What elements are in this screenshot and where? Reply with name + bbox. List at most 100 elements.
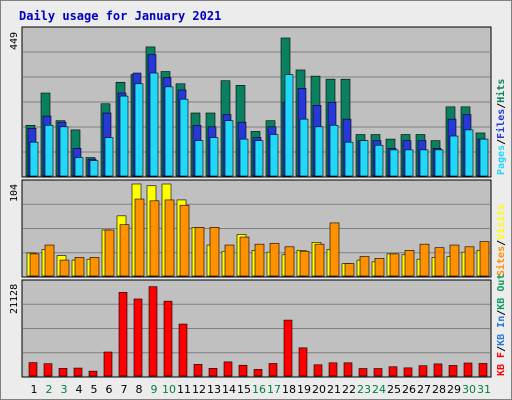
bar-sites-day-22 bbox=[344, 263, 355, 277]
bar-sites-day-14 bbox=[224, 244, 235, 277]
x-tick-label-day-8: 8 bbox=[136, 383, 143, 396]
legend-middle: Sites/Visits bbox=[495, 204, 507, 276]
bar-pages-day-18 bbox=[284, 74, 294, 177]
legend-files: Files bbox=[495, 109, 507, 139]
bar-pages-day-24 bbox=[374, 144, 384, 177]
bar-sites-day-20 bbox=[314, 243, 325, 277]
x-tick-label-day-25: 25 bbox=[387, 383, 401, 396]
bar-kb-f-day-8 bbox=[133, 298, 143, 377]
x-tick-label-day-2: 2 bbox=[46, 383, 53, 396]
x-tick-label-day-14: 14 bbox=[222, 383, 236, 396]
bar-sites-day-11 bbox=[179, 204, 190, 277]
bar-pages-day-31 bbox=[479, 138, 489, 177]
legend-kb-out: KB Out bbox=[496, 274, 507, 310]
bar-kb-f-day-25 bbox=[388, 366, 398, 377]
x-tick-label-day-5: 5 bbox=[91, 383, 98, 396]
bar-pages-day-23 bbox=[359, 140, 369, 177]
x-tick-label-day-22: 22 bbox=[342, 383, 356, 396]
bar-pages-day-7 bbox=[119, 95, 129, 177]
x-tick-label-day-19: 19 bbox=[297, 383, 311, 396]
bar-sites-day-12 bbox=[194, 227, 205, 277]
bar-sites-day-19 bbox=[299, 250, 310, 277]
bar-kb-f-day-5 bbox=[88, 370, 98, 377]
bar-pages-day-11 bbox=[179, 98, 189, 177]
bar-kb-f-day-20 bbox=[313, 364, 323, 377]
bar-pages-day-10 bbox=[164, 86, 174, 177]
bar-pages-day-1 bbox=[29, 141, 39, 177]
bar-kb-f-day-31 bbox=[478, 363, 488, 377]
legend-visits: Visits bbox=[495, 204, 507, 240]
x-tick-label-day-31: 31 bbox=[477, 383, 491, 396]
bar-kb-f-day-1 bbox=[28, 362, 38, 377]
bar-kb-f-day-6 bbox=[103, 351, 113, 377]
bar-sites-day-25 bbox=[389, 253, 400, 277]
panel-hits-files-pages: 449 Pages/Files/Hits bbox=[9, 26, 507, 178]
bar-sites-day-31 bbox=[479, 241, 490, 277]
gridlines-bottom bbox=[23, 303, 490, 354]
bar-kb-f-day-9 bbox=[148, 286, 158, 377]
bar-sites-day-1 bbox=[29, 253, 40, 277]
panel-kbytes: 21128 KB F/KB In/KB Out bbox=[9, 274, 507, 378]
bar-pages-day-3 bbox=[59, 126, 69, 177]
bar-pages-day-22 bbox=[344, 141, 354, 177]
bars-visits-sites bbox=[26, 183, 490, 277]
bar-sites-day-16 bbox=[254, 243, 265, 277]
legend-sep: / bbox=[496, 240, 507, 246]
bar-pages-day-5 bbox=[89, 160, 99, 177]
x-tick-label-day-1: 1 bbox=[31, 383, 38, 396]
x-tick-label-day-4: 4 bbox=[76, 383, 83, 396]
bar-sites-day-2 bbox=[44, 244, 55, 277]
bar-sites-day-8 bbox=[134, 198, 145, 277]
bar-sites-day-4 bbox=[74, 257, 85, 277]
x-tick-label-day-27: 27 bbox=[417, 383, 431, 396]
bar-kb-f-day-18 bbox=[283, 319, 293, 377]
x-tick-label-day-23: 23 bbox=[357, 383, 371, 396]
bar-kb-f-day-10 bbox=[163, 300, 173, 377]
bar-sites-day-29 bbox=[449, 244, 460, 277]
x-tick-label-day-20: 20 bbox=[312, 383, 326, 396]
legend-hits: Hits bbox=[495, 79, 507, 103]
bar-sites-day-23 bbox=[359, 256, 370, 277]
bar-pages-day-16 bbox=[254, 140, 264, 177]
bar-kb-f-day-22 bbox=[343, 362, 353, 377]
legend-pages: Pages bbox=[496, 145, 507, 175]
x-tick-label-day-7: 7 bbox=[121, 383, 128, 396]
bar-pages-day-13 bbox=[209, 137, 219, 177]
bars-kbytes bbox=[28, 286, 488, 377]
bar-sites-day-24 bbox=[374, 258, 385, 277]
bar-sites-day-6 bbox=[104, 229, 115, 277]
bar-kb-f-day-7 bbox=[118, 292, 128, 377]
bar-pages-day-2 bbox=[44, 124, 54, 177]
legend-sites: Sites bbox=[495, 246, 507, 276]
bar-pages-day-25 bbox=[389, 149, 399, 177]
bar-kb-f-day-23 bbox=[358, 368, 368, 377]
legend-top: Pages/Files/Hits bbox=[495, 79, 507, 175]
x-tick-label-day-11: 11 bbox=[177, 383, 191, 396]
x-tick-label-day-29: 29 bbox=[447, 383, 461, 396]
bar-pages-day-20 bbox=[314, 126, 324, 177]
bar-kb-f-day-17 bbox=[268, 363, 278, 377]
bar-pages-day-21 bbox=[329, 124, 339, 177]
bar-pages-day-30 bbox=[464, 129, 474, 177]
x-tick-label-day-21: 21 bbox=[327, 383, 341, 396]
x-tick-label-day-26: 26 bbox=[402, 383, 416, 396]
bar-kb-f-day-4 bbox=[73, 367, 83, 377]
bars-hits-files-pages bbox=[25, 37, 489, 177]
ymax-label-top: 449 bbox=[9, 32, 20, 50]
ymax-label-bottom: 21128 bbox=[9, 284, 20, 314]
legend-sep: / bbox=[496, 139, 507, 145]
bar-sites-day-21 bbox=[329, 222, 340, 277]
x-tick-label-day-3: 3 bbox=[61, 383, 68, 396]
x-tick-label-day-10: 10 bbox=[162, 383, 176, 396]
bar-kb-f-day-16 bbox=[253, 369, 263, 377]
bar-pages-day-19 bbox=[299, 118, 309, 177]
x-tick-label-day-9: 9 bbox=[151, 383, 158, 396]
bar-kb-f-day-19 bbox=[298, 347, 308, 377]
bar-pages-day-28 bbox=[434, 149, 444, 177]
bar-kb-f-day-13 bbox=[208, 367, 218, 377]
legend-bottom: KB F/KB In/KB Out bbox=[496, 274, 507, 376]
legend-kb-in: KB In bbox=[496, 316, 507, 346]
bar-sites-day-13 bbox=[209, 227, 220, 277]
bar-sites-day-10 bbox=[164, 199, 175, 277]
